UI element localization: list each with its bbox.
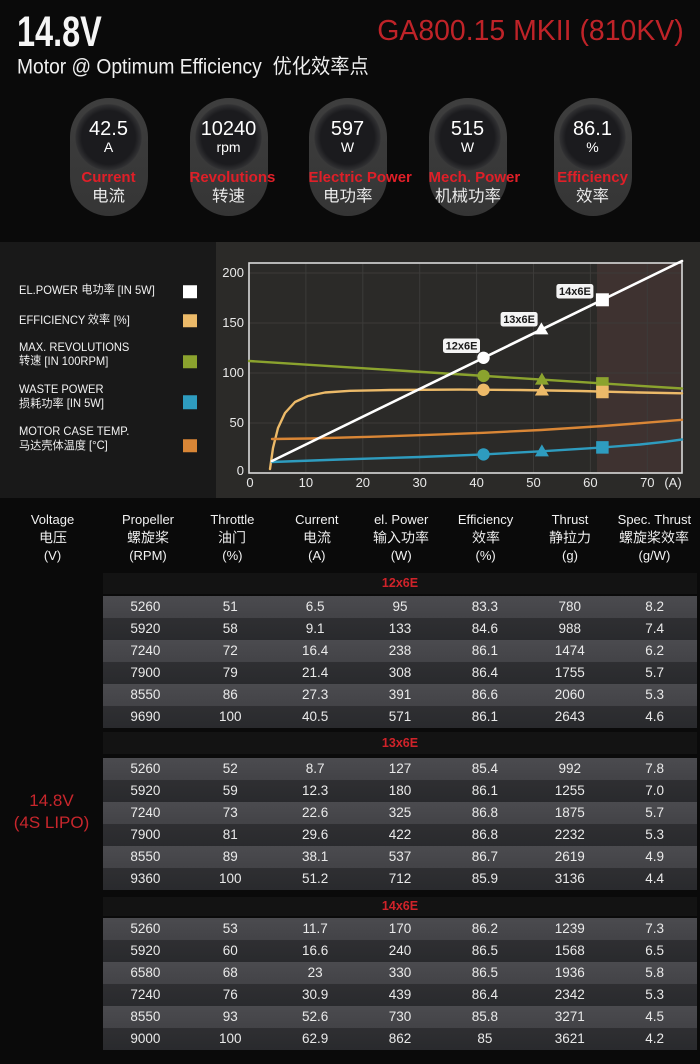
svg-text:13x6E: 13x6E bbox=[503, 314, 535, 326]
svg-text:30: 30 bbox=[412, 475, 426, 490]
svg-text:14x6E: 14x6E bbox=[559, 286, 591, 298]
svg-text:12x6E: 12x6E bbox=[446, 341, 478, 353]
svg-text:60: 60 bbox=[583, 475, 597, 490]
svg-text:200: 200 bbox=[222, 265, 244, 280]
svg-text:70: 70 bbox=[640, 475, 654, 490]
svg-text:0: 0 bbox=[237, 463, 244, 478]
svg-text:(A): (A) bbox=[664, 475, 681, 490]
svg-text:50: 50 bbox=[230, 415, 244, 430]
svg-text:100: 100 bbox=[222, 365, 244, 380]
svg-text:50: 50 bbox=[526, 475, 540, 490]
svg-text:40: 40 bbox=[469, 475, 483, 490]
svg-text:150: 150 bbox=[222, 315, 244, 330]
svg-text:10: 10 bbox=[299, 475, 313, 490]
svg-text:20: 20 bbox=[356, 475, 370, 490]
svg-text:0: 0 bbox=[246, 475, 253, 490]
